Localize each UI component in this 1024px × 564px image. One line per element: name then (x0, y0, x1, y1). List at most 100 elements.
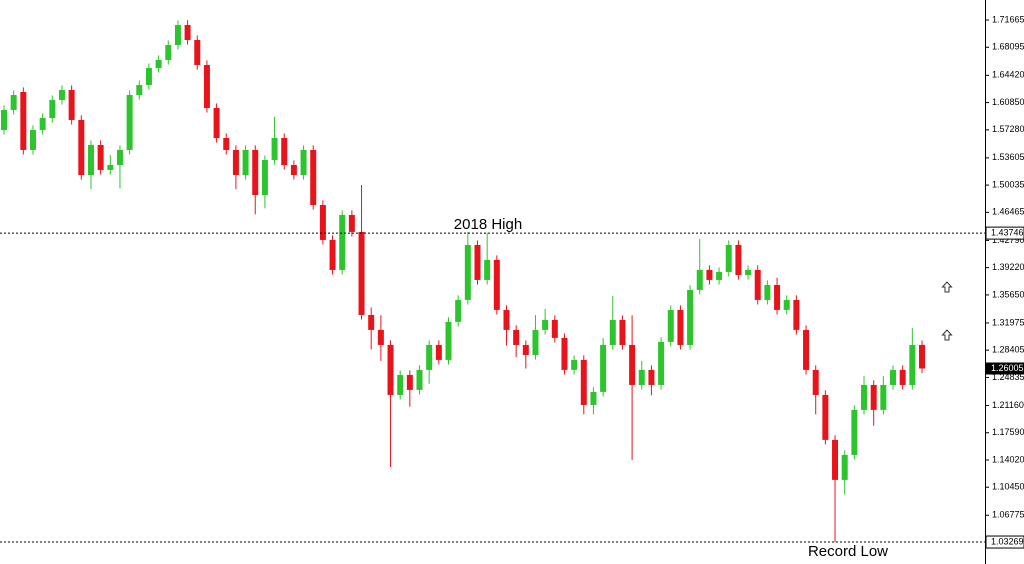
candle-body (107, 165, 114, 170)
candle-body (78, 119, 85, 176)
candle-body (319, 204, 326, 240)
candle-body (49, 99, 56, 118)
candle-body (522, 344, 529, 355)
candle-body (899, 369, 906, 385)
candle-body (445, 321, 452, 360)
level-label: 2018 High (454, 216, 522, 233)
candle-body (870, 384, 877, 410)
candle-body (812, 369, 819, 395)
y-tick-label: 1.39220 (992, 262, 1024, 272)
candle-body (455, 299, 462, 322)
y-tick-label: 1.21160 (992, 400, 1024, 410)
candle-body (793, 299, 800, 330)
candle-body (464, 244, 471, 300)
candle-body (281, 137, 288, 166)
y-tick-label: 1.14020 (992, 454, 1024, 464)
candle-body (600, 344, 607, 392)
y-tick-label: 1.50035 (992, 179, 1024, 189)
candle-body (696, 269, 703, 290)
candle-body (136, 85, 143, 96)
candle-body (68, 89, 75, 120)
candle-body (397, 374, 404, 395)
candle-body (551, 319, 558, 338)
candle-body (677, 309, 684, 345)
level-label: Record Low (808, 543, 888, 560)
candle-body (851, 409, 858, 455)
candle-body (735, 244, 742, 275)
y-tick-label: 1.06775 (992, 510, 1024, 520)
y-tick-label: 1.42790 (992, 235, 1024, 245)
candle-body (435, 344, 442, 360)
arrow-up-icon (941, 329, 953, 341)
candle-body (822, 394, 829, 440)
candle-body (174, 25, 181, 46)
candle-body (861, 384, 868, 410)
candle-body (609, 319, 616, 345)
candle-body (58, 89, 65, 100)
candle-body (252, 149, 259, 195)
candle-body (774, 284, 781, 310)
y-tick-label: 1.35650 (992, 289, 1024, 299)
y-tick-label: 1.17590 (992, 427, 1024, 437)
candle-body (406, 374, 413, 390)
candle-body (261, 159, 268, 195)
current-price-box (986, 362, 1024, 375)
candle-body (716, 271, 723, 280)
candle-body (116, 149, 123, 166)
candle-body (87, 145, 94, 176)
candle-body (474, 244, 481, 280)
candle-body (783, 299, 790, 310)
y-tick-label: 1.24835 (992, 372, 1024, 382)
candle-body (764, 284, 771, 300)
candle-body (358, 231, 365, 315)
candle-body (310, 149, 317, 205)
candle-body (329, 239, 336, 270)
candle-body (571, 359, 578, 370)
candle-body (803, 329, 810, 370)
candle-body (667, 309, 674, 342)
y-tick-label: 1.53605 (992, 152, 1024, 162)
candle-body (890, 369, 897, 385)
candle-body (841, 454, 848, 480)
candle-body (909, 344, 916, 385)
candle-body (339, 214, 346, 270)
candle-body (10, 95, 17, 110)
y-tick-label: 1.57280 (992, 124, 1024, 134)
candle-body (754, 269, 761, 300)
candle-body (629, 344, 636, 385)
level-price-box (985, 226, 1024, 240)
candle-body (687, 289, 694, 345)
candle-body (20, 91, 27, 150)
candle-body (619, 319, 626, 345)
y-tick-label: 1.71665 (992, 14, 1024, 24)
y-tick-label: 1.46465 (992, 207, 1024, 217)
candle-body (484, 259, 491, 280)
candle-body (745, 269, 752, 275)
candle-body (580, 359, 587, 405)
candle-body (155, 59, 162, 69)
y-tick-label: 1.28405 (992, 345, 1024, 355)
candle-body (513, 329, 520, 345)
y-tick-label: 1.31975 (992, 317, 1024, 327)
candle-body (300, 149, 307, 176)
candle-body (377, 329, 384, 345)
candle-body (648, 369, 655, 385)
candle-body (213, 107, 220, 138)
candle-body (542, 319, 549, 330)
candle-body (387, 344, 394, 395)
candle-body (832, 439, 839, 480)
y-tick-label: 1.10450 (992, 482, 1024, 492)
candle-body (426, 344, 433, 370)
candle-body (416, 369, 423, 390)
candle-body (242, 149, 249, 176)
y-tick-label: 1.68095 (992, 42, 1024, 52)
candle-body (368, 314, 375, 330)
candle-body (1, 109, 7, 130)
candle-body (29, 129, 36, 150)
y-tick-label: 1.64420 (992, 70, 1024, 80)
candle-body (503, 309, 510, 330)
candle-body (165, 45, 172, 60)
candle-body (706, 269, 713, 280)
candle-body (638, 369, 645, 385)
